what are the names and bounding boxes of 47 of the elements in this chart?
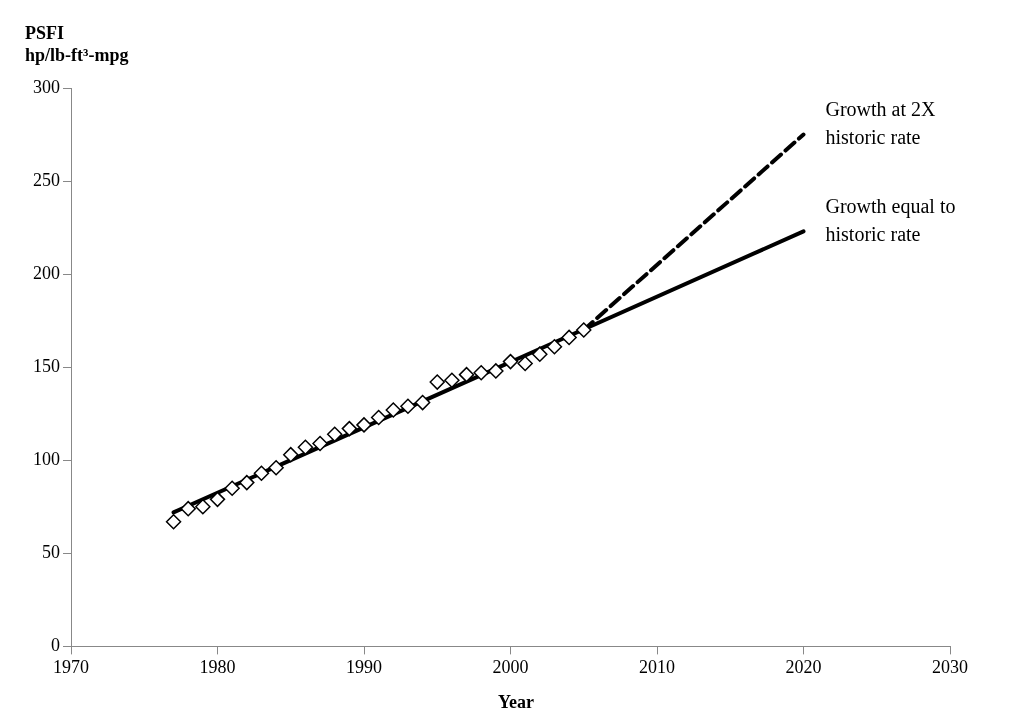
point xyxy=(546,338,563,355)
point xyxy=(561,329,577,346)
y-tick-label: 100 xyxy=(33,449,60,469)
point xyxy=(239,474,255,491)
point xyxy=(532,346,548,362)
x-tick-label: 1970 xyxy=(53,656,89,677)
y-tick-label: 300 xyxy=(33,76,60,97)
point xyxy=(429,374,445,390)
point xyxy=(502,353,519,370)
point xyxy=(165,513,182,530)
series-label: Growth at 2X historic rate xyxy=(825,97,937,148)
point xyxy=(253,465,270,482)
x-tick-label: 1990 xyxy=(346,656,382,677)
point xyxy=(268,459,284,476)
point xyxy=(283,446,299,463)
x-tick-label: 2020 xyxy=(785,656,822,677)
point xyxy=(414,394,431,411)
x-tick-label: 1980 xyxy=(199,656,236,677)
x-tick-label: 2000 xyxy=(492,656,529,677)
y-tick-label: 200 xyxy=(33,262,60,283)
point xyxy=(473,365,489,381)
series-label: Growth equal to historic rate xyxy=(825,194,956,245)
point xyxy=(297,439,314,455)
point xyxy=(444,372,460,388)
point xyxy=(517,355,533,372)
point xyxy=(180,500,196,517)
point xyxy=(195,499,211,515)
point xyxy=(356,417,372,433)
y-tick-label: 250 xyxy=(33,169,60,190)
x-axis-title: Year xyxy=(498,692,534,712)
point xyxy=(209,491,226,508)
y-tick-label: 50 xyxy=(42,542,60,563)
point xyxy=(312,435,328,452)
point xyxy=(341,420,358,437)
point xyxy=(400,398,416,415)
y-axis-title: PSFI hp/lb-ft³-mpg xyxy=(25,23,129,65)
point xyxy=(326,426,343,442)
point xyxy=(385,402,402,418)
point xyxy=(370,409,387,426)
point xyxy=(224,480,240,496)
point xyxy=(488,363,504,379)
point xyxy=(576,322,592,338)
point xyxy=(458,366,475,383)
x-tick-label: 2010 xyxy=(639,656,675,677)
y-tick-label: 150 xyxy=(33,355,60,376)
x-tick-label: 2030 xyxy=(932,656,968,677)
y-tick-label: 0 xyxy=(51,635,60,656)
